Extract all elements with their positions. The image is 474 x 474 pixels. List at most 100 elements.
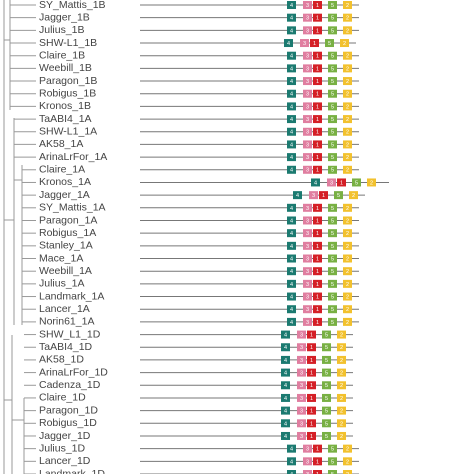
domain-label: 4 — [284, 358, 287, 364]
gene-label: Robigus_1D — [39, 417, 97, 429]
domain-box — [287, 317, 296, 326]
domain-label: 1 — [316, 79, 319, 85]
domain-box — [313, 216, 322, 225]
domain-label: 2 — [340, 358, 343, 364]
domain-label: 4 — [290, 307, 293, 313]
domain-label: 4 — [290, 117, 293, 123]
domain-box — [287, 203, 296, 212]
domain-label: 4 — [290, 155, 293, 161]
domain-label: 4 — [290, 28, 293, 34]
domain-box — [287, 267, 296, 276]
domain-box — [322, 393, 331, 402]
gene-label: Claire_1A — [39, 164, 85, 176]
domain-box — [343, 292, 352, 301]
domain-box — [343, 140, 352, 149]
domain-box — [319, 191, 328, 200]
domain-box — [313, 89, 322, 98]
domain-box — [349, 191, 358, 200]
domain-box — [337, 178, 346, 187]
domain-label: 2 — [346, 66, 349, 72]
domain-label: 3 — [306, 231, 309, 237]
domain-label: 1 — [316, 231, 319, 237]
domain-box — [343, 102, 352, 111]
domain-box — [343, 254, 352, 263]
domain-box — [328, 470, 337, 474]
domain-label: 4 — [290, 244, 293, 250]
domain-label: 5 — [331, 168, 334, 174]
domain-label: 3 — [306, 459, 309, 465]
gene-label: Kronos_1A — [39, 176, 91, 188]
domain-label: 2 — [346, 472, 349, 474]
domain-label: 3 — [306, 155, 309, 161]
domain-box — [343, 470, 352, 474]
domain-label: 3 — [306, 3, 309, 9]
domain-label: 2 — [340, 371, 343, 377]
domain-box — [287, 165, 296, 174]
domain-label: 3 — [306, 117, 309, 123]
domain-box — [287, 102, 296, 111]
domain-box — [343, 64, 352, 73]
domain-label: 4 — [290, 282, 293, 288]
domain-label: 4 — [290, 104, 293, 110]
domain-label: 2 — [346, 256, 349, 262]
domain-box — [313, 254, 322, 263]
tree — [3, 0, 25, 474]
domain-label: 4 — [290, 142, 293, 148]
domain-box — [303, 153, 312, 162]
domain-label: 5 — [355, 180, 358, 186]
domain-box — [281, 355, 290, 364]
domain-box — [311, 178, 320, 187]
domain-label: 1 — [316, 104, 319, 110]
domain-box — [343, 216, 352, 225]
domain-label: 3 — [306, 472, 309, 474]
domain-label: 5 — [331, 16, 334, 22]
domain-label: 3 — [300, 358, 303, 364]
domain-box — [328, 444, 337, 453]
domain-box — [328, 127, 337, 136]
gene-label: Paragon_1D — [39, 404, 98, 416]
domain-label: 1 — [316, 256, 319, 262]
domain-label: 1 — [313, 41, 316, 47]
domain-box — [307, 368, 316, 377]
domain-label: 5 — [331, 231, 334, 237]
domain-label: 3 — [306, 16, 309, 22]
domain-box — [325, 39, 334, 48]
domain-box — [303, 241, 312, 250]
domain-box — [327, 178, 336, 187]
gene-label: Claire_1B — [39, 49, 85, 61]
domain-label: 1 — [310, 383, 313, 389]
domain-label: 2 — [346, 3, 349, 9]
domain-box — [281, 381, 290, 390]
domain-label: 5 — [325, 358, 328, 364]
domain-label: 2 — [346, 155, 349, 161]
domain-label: 3 — [300, 434, 303, 440]
domain-box — [343, 279, 352, 288]
domain-label: 2 — [340, 345, 343, 351]
domain-label: 2 — [346, 142, 349, 148]
domain-box — [313, 203, 322, 212]
domain-box — [343, 305, 352, 314]
domain-box — [281, 343, 290, 352]
domain-box — [328, 89, 337, 98]
gene-label: SHW-L1_1A — [39, 126, 97, 138]
domain-label: 3 — [306, 206, 309, 212]
gene-label: Lancer_1D — [39, 455, 91, 467]
gene-label: ArinaLrFor_1D — [39, 366, 108, 378]
domain-box — [322, 431, 331, 440]
domain-label: 1 — [316, 447, 319, 453]
domain-label: 5 — [331, 472, 334, 474]
domain-box — [328, 1, 337, 9]
domain-label: 2 — [346, 206, 349, 212]
domain-label: 5 — [325, 421, 328, 427]
domain-label: 1 — [316, 54, 319, 60]
domain-box — [328, 77, 337, 86]
domain-label: 5 — [325, 333, 328, 339]
domain-box — [303, 444, 312, 453]
domain-box — [287, 1, 296, 9]
domain-label: 4 — [290, 472, 293, 474]
domain-label: 4 — [290, 218, 293, 224]
domain-box — [281, 368, 290, 377]
domain-label: 4 — [290, 92, 293, 98]
gene-label: Landmark_1D — [39, 468, 105, 474]
domain-label: 3 — [300, 409, 303, 415]
